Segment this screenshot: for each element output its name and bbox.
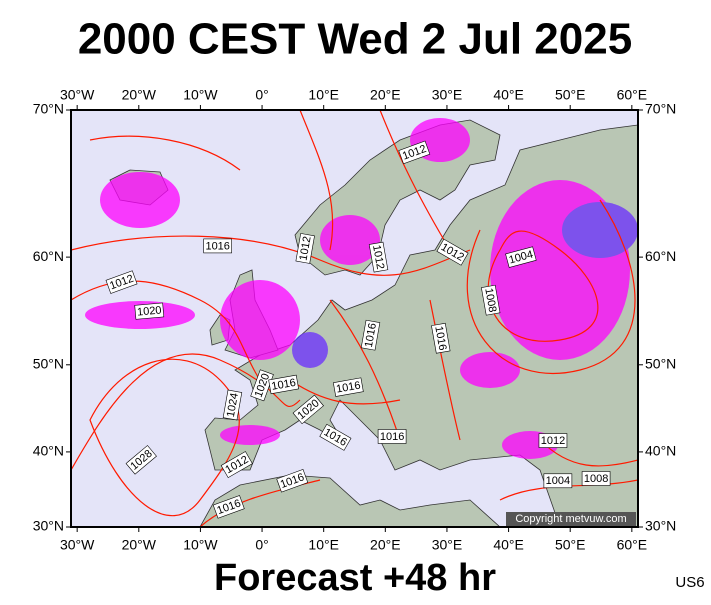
- isobar-label-box: [105, 270, 138, 294]
- map-frame: [70, 109, 639, 528]
- isobar-label: 1008: [581, 471, 611, 486]
- isobar-label-box: [203, 238, 232, 254]
- isobar-label-box: [268, 374, 299, 395]
- lon-label-bottom: 30°W: [60, 537, 95, 553]
- copyright: Copyright metvuw.com: [515, 513, 626, 525]
- lon-label-top: 10°W: [183, 87, 218, 103]
- isobar-label-text: 1008: [482, 287, 498, 313]
- lat-label-right: 60°N: [645, 248, 676, 264]
- lon-label-bottom: 20°E: [370, 537, 401, 553]
- isobar-label-box: [250, 369, 274, 402]
- lat-label-right: 40°N: [645, 443, 676, 459]
- isobar-label-box: [220, 451, 253, 479]
- lon-label-top: 40°E: [493, 87, 524, 103]
- isobar-label: 1004: [505, 246, 537, 268]
- isobar-label: 1016: [332, 377, 364, 397]
- isobar-label-text: 1016: [335, 380, 361, 396]
- lat-label-right: 50°N: [645, 355, 676, 371]
- lat-label-left: 70°N: [33, 101, 64, 117]
- isobar-label: 1004: [543, 473, 573, 489]
- lat-label-left: 60°N: [33, 248, 64, 264]
- isobar-label: 1012: [368, 241, 389, 273]
- isobar-label-text: 1016: [380, 431, 404, 443]
- isobar-label-box: [481, 284, 501, 316]
- isobar-label-box: [360, 319, 381, 351]
- isobar-label-box: [436, 238, 469, 266]
- isobar-label: 1020: [134, 302, 165, 320]
- lon-label-top: 50°E: [555, 87, 586, 103]
- lon-label-bottom: 40°E: [493, 537, 524, 553]
- title: 2000 CEST Wed 2 Jul 2025: [78, 15, 632, 64]
- lon-label-top: 60°E: [617, 87, 648, 103]
- lon-label-top: 10°E: [308, 87, 339, 103]
- isobar-label-text: 1016: [363, 322, 379, 348]
- isobar-label: 1008: [481, 284, 501, 316]
- isobar-label-text: 1016: [271, 377, 297, 393]
- isobar-label: 1012: [295, 233, 315, 264]
- lon-label-bottom: 0°: [255, 537, 268, 553]
- lon-label-top: 20°E: [370, 87, 401, 103]
- isobar-label-box: [581, 471, 611, 486]
- isobar-label: 1024: [222, 389, 243, 421]
- copyright-box: [506, 512, 636, 526]
- isobar-label-box: [377, 429, 407, 444]
- isobar-label-text: 1008: [584, 473, 608, 485]
- isobar-label-text: 1020: [137, 304, 162, 318]
- africa: [199, 474, 501, 527]
- isobar-label-box: [292, 394, 324, 425]
- forecast-label: Forecast +48 hr: [214, 557, 496, 599]
- isobar-label-box: [368, 241, 389, 273]
- lon-label-bottom: 30°E: [432, 537, 463, 553]
- isobar-label-box: [212, 495, 245, 519]
- lat-label-left: 50°N: [33, 355, 64, 371]
- isobar-label-box: [543, 473, 573, 489]
- lon-label-top: 30°W: [60, 87, 95, 103]
- isobars: [71, 110, 638, 527]
- model-code: US6: [675, 574, 704, 591]
- precipitation: [85, 118, 638, 459]
- isobar-label-text: 1012: [298, 235, 314, 261]
- lon-label-bottom: 20°W: [122, 537, 157, 553]
- isobar-label: 1016: [431, 322, 451, 354]
- isobar-label-box: [134, 302, 165, 320]
- isobar-label-box: [431, 322, 451, 354]
- isobar-label-box: [222, 389, 243, 421]
- lat-label-right: 30°N: [645, 518, 676, 534]
- lat-label-right: 70°N: [645, 101, 676, 117]
- isobar-label-box: [319, 423, 352, 451]
- lon-label-bottom: 10°W: [183, 537, 218, 553]
- isobar-label-text: 1012: [541, 435, 565, 447]
- isobar-label: 1016: [203, 238, 232, 254]
- isobar-label-box: [538, 433, 568, 448]
- lon-label-top: 0°: [255, 87, 268, 103]
- isobar-label-box: [276, 469, 309, 493]
- isobar-label-text: 1024: [225, 392, 241, 418]
- lon-label-bottom: 10°E: [308, 537, 339, 553]
- isobar-label-text: 1004: [546, 475, 570, 487]
- isobar-label: 1016: [377, 429, 407, 444]
- isobar-label-box: [125, 445, 157, 475]
- isobar-label-text: 1012: [370, 244, 386, 270]
- lat-label-left: 30°N: [33, 518, 64, 534]
- isobar-label: 1016: [268, 374, 299, 395]
- lon-label-top: 30°E: [432, 87, 463, 103]
- isobar-label-box: [332, 377, 364, 397]
- lat-label-left: 40°N: [33, 443, 64, 459]
- isobar-label-text: 1016: [432, 325, 448, 351]
- isobar-label: 1016: [360, 319, 381, 351]
- isobar-label-text: 1016: [205, 240, 229, 252]
- isobar-label-box: [505, 246, 537, 268]
- lon-label-bottom: 60°E: [617, 537, 648, 553]
- lon-label-bottom: 50°E: [555, 537, 586, 553]
- lon-label-top: 20°W: [122, 87, 157, 103]
- isobar-label: 1012: [538, 433, 568, 448]
- isobar-label-box: [398, 140, 431, 165]
- isobar-label-box: [295, 233, 315, 264]
